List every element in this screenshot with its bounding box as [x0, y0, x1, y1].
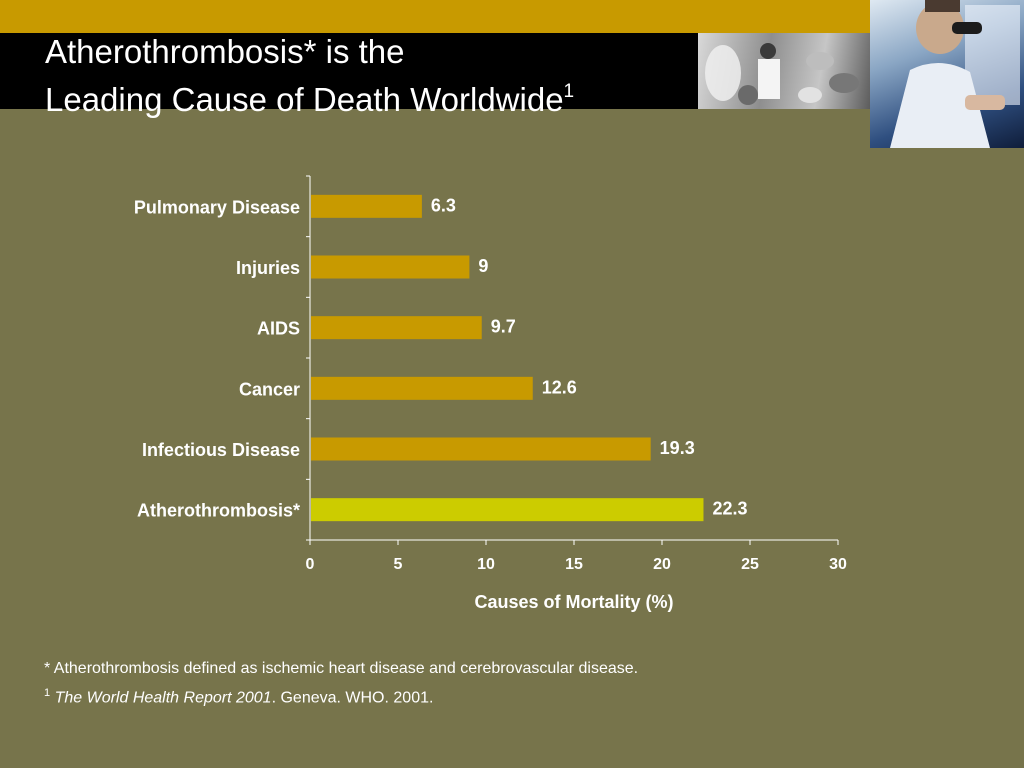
data-label: 6.3 [431, 195, 456, 215]
data-label: 12.6 [542, 377, 577, 397]
data-label: 19.3 [660, 438, 695, 458]
scientist-microscope-photo [870, 0, 1024, 148]
data-label: 22.3 [712, 499, 747, 519]
x-tick-label: 0 [306, 556, 315, 573]
x-tick-label: 10 [477, 556, 495, 573]
category-label: Injuries [236, 258, 300, 278]
slide-title-line-1: Atherothrombosis* is the [45, 33, 405, 70]
footnote-definition: * Atherothrombosis defined as ischemic h… [44, 660, 639, 677]
category-label: Cancer [239, 379, 300, 399]
bar [311, 255, 470, 279]
footnote-reference-marker: 1 [44, 687, 51, 699]
footnote-source-details: . Geneva. WHO. 2001. [271, 689, 434, 707]
x-tick-label: 30 [829, 556, 847, 573]
x-tick-label: 15 [565, 556, 583, 573]
slide-title-text: Leading Cause of Death Worldwide [45, 81, 564, 118]
bar [311, 376, 533, 400]
bar [311, 498, 704, 522]
footnotes: * Atherothrombosis defined as ischemic h… [44, 656, 638, 710]
category-label: Atherothrombosis* [137, 501, 300, 521]
x-tick-label: 25 [741, 556, 759, 573]
slide-title-line-2: Leading Cause of Death Worldwide1 [45, 81, 574, 119]
footnote-reference: 1 The World Health Report 2001. Geneva. … [44, 681, 638, 710]
category-label: Pulmonary Disease [134, 197, 300, 217]
data-label: 9.7 [491, 317, 516, 337]
bar [311, 316, 482, 340]
x-tick-label: 20 [653, 556, 671, 573]
x-tick-label: 5 [394, 556, 403, 573]
data-label: 9 [478, 256, 488, 276]
category-label: AIDS [257, 319, 300, 339]
category-label: Infectious Disease [142, 440, 300, 460]
x-axis-label: Causes of Mortality (%) [474, 592, 673, 612]
title-reference-marker: 1 [563, 81, 575, 102]
footnote-source-title: The World Health Report 2001 [54, 689, 272, 707]
bar [311, 194, 422, 218]
top-accent-stripe [0, 0, 870, 33]
medical-collage-image [698, 33, 870, 109]
bar [311, 437, 651, 461]
